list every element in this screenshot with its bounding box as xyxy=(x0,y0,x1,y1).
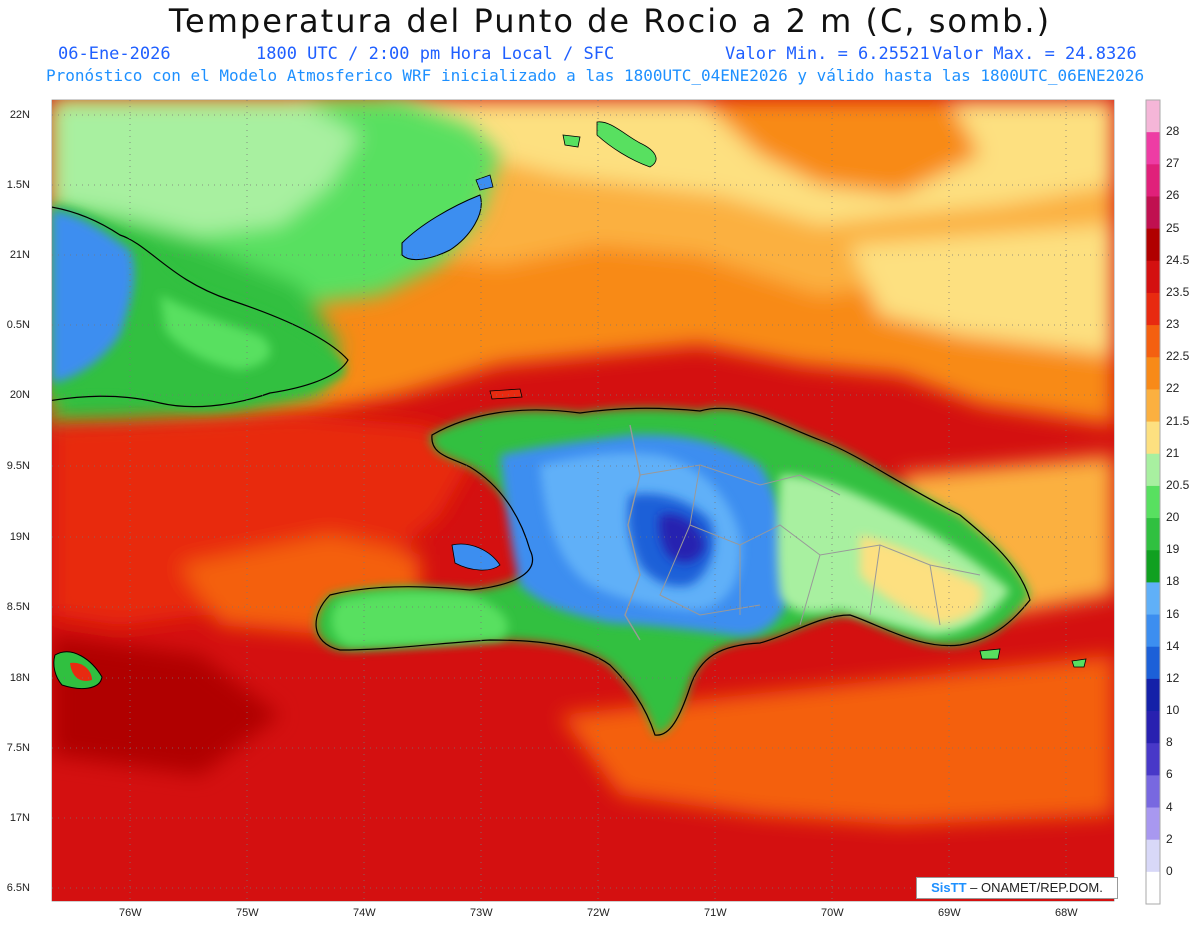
lat-label: 6.5N xyxy=(6,882,30,894)
colorbar-label: 4 xyxy=(1166,799,1173,814)
colorbar xyxy=(1145,99,1161,905)
map-area: 22N 1.5N 21N 0.5N 20N 9.5N 19N 8.5N 18N … xyxy=(0,95,1200,927)
colorbar-label: 2 xyxy=(1166,831,1173,846)
lon-label: 71W xyxy=(704,907,727,919)
forecast-date: 06-Ene-2026 xyxy=(58,44,171,64)
lat-label: 7.5N xyxy=(6,742,30,754)
colorbar-label: 20.5 xyxy=(1166,477,1190,492)
colorbar-swatch xyxy=(1146,678,1160,712)
lat-label: 18N xyxy=(9,672,30,684)
lat-label: 22N xyxy=(9,109,30,121)
map-canvas xyxy=(51,99,1161,905)
colorbar-swatch xyxy=(1146,485,1160,519)
colorbar-label: 24.5 xyxy=(1166,252,1190,267)
map-title: Temperatura del Punto de Rocio a 2 m (C,… xyxy=(168,2,1052,40)
colorbar-label: 21.5 xyxy=(1166,413,1190,428)
colorbar-swatch xyxy=(1146,421,1160,455)
colorbar-label: 23 xyxy=(1166,317,1180,332)
min-value: Valor Min. = 6.25521 xyxy=(725,44,930,64)
colorbar-swatch xyxy=(1146,228,1160,262)
colorbar-label: 6 xyxy=(1166,767,1173,782)
colorbar-label: 27 xyxy=(1166,156,1180,171)
colorbar-swatch xyxy=(1146,164,1160,197)
colorbar-label: 20 xyxy=(1166,510,1180,525)
lat-label: 19N xyxy=(9,531,30,543)
colorbar-label: 0 xyxy=(1166,863,1173,878)
lon-label: 69W xyxy=(938,907,961,919)
colorbar-label: 22 xyxy=(1166,381,1180,396)
lon-label: 74W xyxy=(353,907,376,919)
colorbar-swatch xyxy=(1146,775,1160,809)
colorbar-swatch xyxy=(1146,807,1160,841)
colorbar-swatch xyxy=(1146,582,1160,616)
lon-label: 75W xyxy=(236,907,259,919)
colorbar-swatch xyxy=(1146,389,1160,423)
island-east xyxy=(1071,658,1087,668)
colorbar-frame xyxy=(1145,99,1161,905)
model-info: Pronóstico con el Modelo Atmosferico WRF… xyxy=(46,66,1145,85)
jamaica xyxy=(53,651,103,690)
colorbar-swatch xyxy=(1146,325,1160,358)
colorbar-label: 23.5 xyxy=(1166,284,1190,299)
island-saona xyxy=(979,648,1001,660)
colorbar-swatch xyxy=(1146,871,1160,905)
colorbar-swatch xyxy=(1146,614,1160,648)
colorbar-swatch xyxy=(1146,357,1160,390)
hispaniola xyxy=(315,407,1031,736)
colorbar-label: 25 xyxy=(1166,220,1180,235)
colorbar-label: 26 xyxy=(1166,188,1180,203)
lon-label: 68W xyxy=(1055,907,1078,919)
colorbar-label: 8 xyxy=(1166,735,1173,750)
lon-label: 73W xyxy=(470,907,493,919)
colorbar-swatch xyxy=(1146,839,1160,873)
colorbar-swatch xyxy=(1146,646,1160,680)
lat-label: 20N xyxy=(9,389,30,401)
colorbar-swatch xyxy=(1146,743,1160,776)
colorbar-label: 18 xyxy=(1166,574,1180,589)
lat-label: 17N xyxy=(9,812,30,824)
colorbar-label: 16 xyxy=(1166,606,1180,621)
colorbar-swatch xyxy=(1146,711,1160,744)
colorbar-swatch xyxy=(1146,292,1160,326)
lon-label: 70W xyxy=(821,907,844,919)
colorbar-swatch xyxy=(1146,550,1160,583)
forecast-time: 1800 UTC / 2:00 pm Hora Local / SFC xyxy=(256,44,615,64)
colorbar-swatch xyxy=(1146,100,1160,133)
field-central-sea xyxy=(52,415,1114,825)
colorbar-swatch xyxy=(1146,260,1160,294)
colorbar-label: 14 xyxy=(1166,638,1180,653)
lat-label: 0.5N xyxy=(6,319,30,331)
colorbar-label: 12 xyxy=(1166,670,1180,685)
colorbar-swatch xyxy=(1146,196,1160,230)
lon-label: 76W xyxy=(119,907,142,919)
islands-north xyxy=(401,121,657,400)
colorbar-swatch xyxy=(1146,518,1160,551)
cuba xyxy=(52,205,349,410)
colorbar-label: 19 xyxy=(1166,542,1180,557)
max-value: Valor Max. = 24.8326 xyxy=(932,44,1137,64)
colorbar-label: 21 xyxy=(1166,445,1180,460)
colorbar-label: 22.5 xyxy=(1166,349,1190,364)
lon-label: 72W xyxy=(587,907,610,919)
colorbar-swatch xyxy=(1146,453,1160,487)
credit-box: SisTT – ONAMET/REP.DOM. xyxy=(916,877,1118,899)
credit-text: – ONAMET/REP.DOM. xyxy=(966,880,1103,895)
lat-label: 9.5N xyxy=(6,460,30,472)
colorbar-label: 10 xyxy=(1166,703,1180,718)
sistt-logo: SisTT xyxy=(931,880,967,895)
lat-label: 8.5N xyxy=(6,601,30,613)
colorbar-label: 28 xyxy=(1166,124,1180,139)
lat-label: 1.5N xyxy=(6,179,30,191)
lat-label: 21N xyxy=(9,249,30,261)
colorbar-swatch xyxy=(1146,132,1160,165)
